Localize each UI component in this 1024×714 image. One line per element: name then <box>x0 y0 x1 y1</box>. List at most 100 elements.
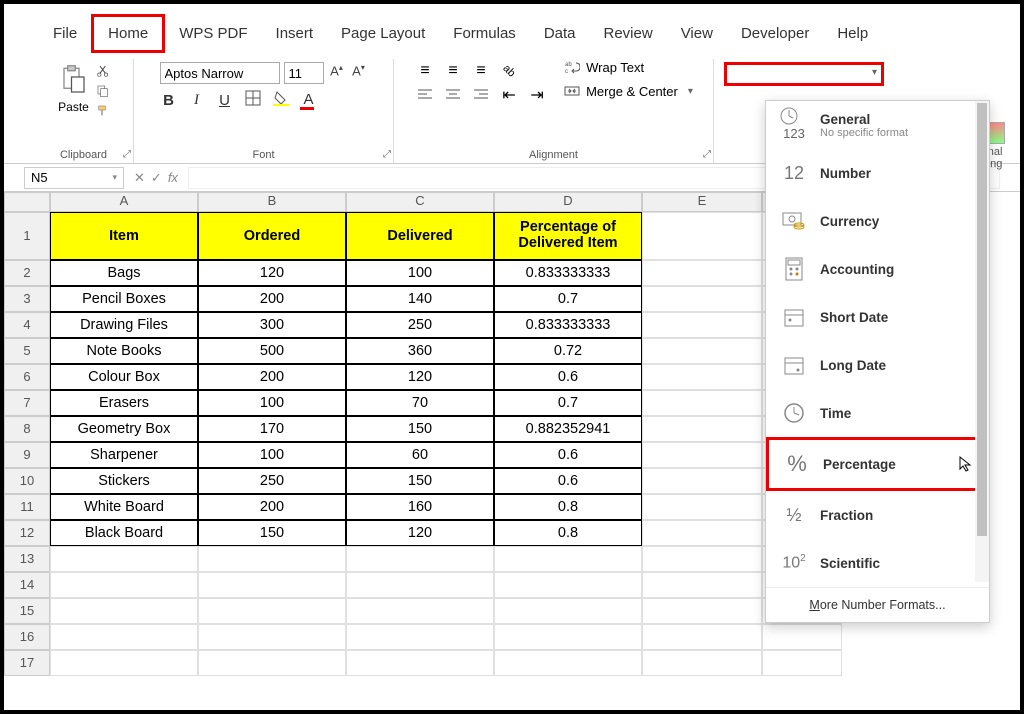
cell-D10[interactable]: 0.6 <box>494 468 642 494</box>
column-header-D[interactable]: D <box>494 192 642 212</box>
cell-C5[interactable]: 360 <box>346 338 494 364</box>
cell-A17[interactable] <box>50 650 198 676</box>
cell-B17[interactable] <box>198 650 346 676</box>
select-all-triangle[interactable] <box>4 192 50 212</box>
tab-review[interactable]: Review <box>590 17 667 50</box>
format-option-percentage[interactable]: %Percentage <box>766 437 989 491</box>
tab-wps-pdf[interactable]: WPS PDF <box>165 17 261 50</box>
align-center-icon[interactable] <box>442 86 464 104</box>
cell-E11[interactable] <box>642 494 762 520</box>
format-option-time[interactable]: Time <box>766 389 989 437</box>
row-header-6[interactable]: 6 <box>4 364 50 390</box>
fill-color-button[interactable] <box>272 90 290 110</box>
cancel-formula-icon[interactable]: ✕ <box>134 170 145 186</box>
cell-E10[interactable] <box>642 468 762 494</box>
enter-formula-icon[interactable]: ✓ <box>151 170 162 186</box>
column-header-C[interactable]: C <box>346 192 494 212</box>
row-header-17[interactable]: 17 <box>4 650 50 676</box>
cell-E9[interactable] <box>642 442 762 468</box>
cell-C11[interactable]: 160 <box>346 494 494 520</box>
cell-C14[interactable] <box>346 572 494 598</box>
cell-E1[interactable] <box>642 212 762 260</box>
tab-page-layout[interactable]: Page Layout <box>327 17 439 50</box>
row-header-10[interactable]: 10 <box>4 468 50 494</box>
cell-C6[interactable]: 120 <box>346 364 494 390</box>
cell-A2[interactable]: Bags <box>50 260 198 286</box>
cell-A8[interactable]: Geometry Box <box>50 416 198 442</box>
decrease-font-icon[interactable]: A▾ <box>350 63 368 83</box>
cell-F16[interactable] <box>762 624 842 650</box>
alignment-dialog-icon[interactable]: ⤢ <box>703 149 711 160</box>
row-header-4[interactable]: 4 <box>4 312 50 338</box>
column-header-A[interactable]: A <box>50 192 198 212</box>
row-header-14[interactable]: 14 <box>4 572 50 598</box>
cell-B4[interactable]: 300 <box>198 312 346 338</box>
clipboard-dialog-icon[interactable]: ⤢ <box>123 149 131 160</box>
cell-C1[interactable]: Delivered <box>346 212 494 260</box>
cell-A11[interactable]: White Board <box>50 494 198 520</box>
cell-D17[interactable] <box>494 650 642 676</box>
cell-B1[interactable]: Ordered <box>198 212 346 260</box>
copy-icon[interactable] <box>96 84 112 100</box>
cell-A15[interactable] <box>50 598 198 624</box>
cell-B11[interactable]: 200 <box>198 494 346 520</box>
cell-A3[interactable]: Pencil Boxes <box>50 286 198 312</box>
cell-B5[interactable]: 500 <box>198 338 346 364</box>
cell-B15[interactable] <box>198 598 346 624</box>
align-right-icon[interactable] <box>470 86 492 104</box>
cell-E13[interactable] <box>642 546 762 572</box>
tab-view[interactable]: View <box>667 17 727 50</box>
cell-B12[interactable]: 150 <box>198 520 346 546</box>
cell-C13[interactable] <box>346 546 494 572</box>
tab-file[interactable]: File <box>39 17 91 50</box>
font-size-select[interactable] <box>284 62 324 84</box>
tab-formulas[interactable]: Formulas <box>439 17 530 50</box>
cell-B8[interactable]: 170 <box>198 416 346 442</box>
row-header-15[interactable]: 15 <box>4 598 50 624</box>
format-option-short-date[interactable]: Short Date <box>766 293 989 341</box>
cell-D8[interactable]: 0.882352941 <box>494 416 642 442</box>
cell-A14[interactable] <box>50 572 198 598</box>
cell-E12[interactable] <box>642 520 762 546</box>
italic-button[interactable]: I <box>188 92 206 109</box>
format-option-number[interactable]: 12Number <box>766 149 989 197</box>
cell-D11[interactable]: 0.8 <box>494 494 642 520</box>
merge-center-button[interactable]: Merge & Center ▾ <box>564 83 693 99</box>
cell-A13[interactable] <box>50 546 198 572</box>
row-header-3[interactable]: 3 <box>4 286 50 312</box>
cell-D14[interactable] <box>494 572 642 598</box>
cell-E3[interactable] <box>642 286 762 312</box>
cell-B10[interactable]: 250 <box>198 468 346 494</box>
cell-F17[interactable] <box>762 650 842 676</box>
cell-D7[interactable]: 0.7 <box>494 390 642 416</box>
number-format-select[interactable] <box>724 62 884 86</box>
row-header-2[interactable]: 2 <box>4 260 50 286</box>
cell-A4[interactable]: Drawing Files <box>50 312 198 338</box>
cell-C9[interactable]: 60 <box>346 442 494 468</box>
cell-C12[interactable]: 120 <box>346 520 494 546</box>
cell-A12[interactable]: Black Board <box>50 520 198 546</box>
format-option-fraction[interactable]: ½Fraction <box>766 491 989 539</box>
paste-button[interactable]: Paste <box>56 59 92 114</box>
bold-button[interactable]: B <box>160 92 178 109</box>
font-dialog-icon[interactable]: ⤢ <box>383 149 391 160</box>
cell-D12[interactable]: 0.8 <box>494 520 642 546</box>
font-color-button[interactable]: A <box>300 91 318 110</box>
cell-C2[interactable]: 100 <box>346 260 494 286</box>
align-top-icon[interactable]: ≡ <box>414 62 436 80</box>
row-header-11[interactable]: 11 <box>4 494 50 520</box>
cut-icon[interactable] <box>96 64 112 80</box>
increase-font-icon[interactable]: A▴ <box>328 63 346 83</box>
dropdown-scrollbar[interactable] <box>975 101 989 582</box>
font-name-select[interactable] <box>160 62 280 84</box>
cell-B14[interactable] <box>198 572 346 598</box>
cell-D13[interactable] <box>494 546 642 572</box>
cell-D5[interactable]: 0.72 <box>494 338 642 364</box>
row-header-12[interactable]: 12 <box>4 520 50 546</box>
borders-button[interactable] <box>244 90 262 110</box>
cell-D1[interactable]: Percentage of Delivered Item <box>494 212 642 260</box>
cell-B7[interactable]: 100 <box>198 390 346 416</box>
align-middle-icon[interactable]: ≡ <box>442 62 464 80</box>
name-box[interactable]: N5▾ <box>24 167 124 189</box>
cell-A7[interactable]: Erasers <box>50 390 198 416</box>
